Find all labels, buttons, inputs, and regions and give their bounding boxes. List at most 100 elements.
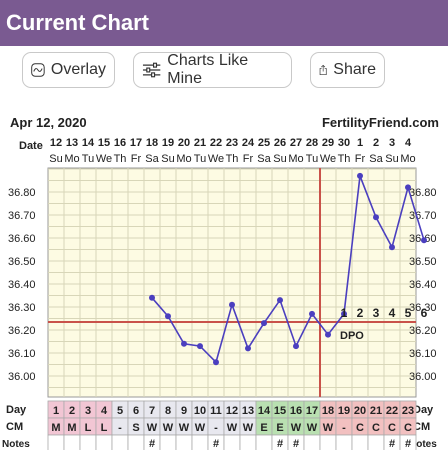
note-marker: # (213, 438, 219, 450)
weekday-label: Sa (369, 153, 383, 165)
weekday-label: Fr (131, 153, 142, 165)
y-tick-right: 36.00 (409, 371, 437, 383)
date-label: 14 (82, 137, 95, 149)
cm-value: W (147, 422, 158, 434)
overlay-label: Overlay (50, 61, 106, 78)
day-number: 8 (165, 405, 171, 417)
cm-value: W (179, 422, 190, 434)
date-label: 16 (114, 137, 126, 149)
weekday-label: Su (161, 153, 174, 165)
temperature-point (229, 301, 235, 308)
day-number: 19 (338, 405, 350, 417)
note-marker: # (389, 438, 395, 450)
day-number: 17 (306, 405, 318, 417)
date-label: 4 (405, 137, 412, 149)
date-label: 2 (373, 137, 379, 149)
y-tick-left: 36.70 (8, 210, 36, 222)
fertility-chart: Apr 12, 2020 FertilityFriend.com Date 12 Su 1… (0, 108, 448, 453)
notes-cell (159, 434, 177, 453)
cm-value: W (307, 422, 318, 434)
day-number: 12 (226, 405, 238, 417)
notes-cell (47, 434, 65, 453)
date-label: 24 (242, 137, 255, 149)
cm-value: S (132, 422, 139, 434)
cm-value: E (260, 422, 267, 434)
cm-value: C (372, 422, 380, 434)
app-header: Current Chart (0, 0, 448, 46)
dpo-number: 3 (373, 306, 380, 320)
notes-cell (175, 434, 193, 453)
overlay-button[interactable]: Overlay (22, 52, 115, 88)
cm-value: W (291, 422, 302, 434)
day-number: 3 (85, 405, 91, 417)
notes-cell (63, 434, 81, 453)
day-number: 15 (274, 405, 286, 417)
temperature-point (293, 343, 299, 350)
date-label: 3 (389, 137, 395, 149)
dpo-number: 1 (341, 306, 348, 320)
weekday-label: Th (114, 153, 127, 165)
share-button[interactable]: Share (310, 52, 385, 88)
dpo-number: 6 (421, 306, 428, 320)
site-name: FertilityFriend.com (322, 115, 439, 130)
y-tick-right: 36.80 (409, 187, 437, 199)
day-number: 21 (370, 405, 382, 417)
day-number: 23 (402, 405, 414, 417)
day-number: 18 (322, 405, 334, 417)
weekday-label: Mo (64, 153, 79, 165)
notes-cell (367, 434, 385, 453)
notes-cell (127, 434, 145, 453)
date-label: 1 (357, 137, 363, 149)
cm-value: L (85, 422, 92, 434)
y-tick-left: 36.20 (8, 325, 36, 337)
temperature-point (357, 172, 363, 179)
cm-value: W (195, 422, 206, 434)
dpo-number: 2 (357, 306, 364, 320)
date-label: 20 (178, 137, 190, 149)
weekday-label: We (96, 153, 112, 165)
day-number: 14 (258, 405, 271, 417)
temperature-point (165, 313, 171, 320)
weekday-label: We (208, 153, 224, 165)
weekday-label: Su (273, 153, 286, 165)
temperature-point (197, 343, 203, 350)
sliders-icon (142, 62, 161, 78)
weekday-label: Mo (400, 153, 415, 165)
note-marker: # (293, 438, 299, 450)
dpo-number: 4 (389, 306, 396, 320)
temperature-point (277, 297, 283, 304)
y-tick-left: 36.10 (8, 348, 36, 360)
cm-value: W (163, 422, 174, 434)
y-tick-right: 36.70 (409, 210, 437, 222)
cm-value: - (118, 422, 122, 434)
date-label: 21 (194, 137, 206, 149)
cm-value: - (342, 422, 346, 434)
temperature-point (325, 331, 331, 338)
y-tick-left: 36.80 (8, 187, 36, 199)
cm-value: C (404, 422, 412, 434)
dpo-number: 5 (405, 306, 412, 320)
weekday-label: Mo (288, 153, 303, 165)
charts-like-mine-button[interactable]: Charts Like Mine (133, 52, 292, 88)
weekday-label: Th (226, 153, 239, 165)
y-tick-right: 36.30 (409, 302, 437, 314)
weekday-label: Mo (176, 153, 191, 165)
chart-date: Apr 12, 2020 (10, 115, 87, 130)
date-label: 17 (130, 137, 142, 149)
date-label: 28 (306, 137, 318, 149)
y-tick-left: 36.30 (8, 302, 36, 314)
date-label: 18 (146, 137, 158, 149)
weekday-label: Su (385, 153, 398, 165)
notes-cell (335, 434, 353, 453)
y-tick-left: 36.40 (8, 279, 36, 291)
date-label: 22 (210, 137, 222, 149)
date-label: 30 (338, 137, 350, 149)
cm-value: - (214, 422, 218, 434)
notes-cell (111, 434, 129, 453)
y-tick-right: 36.50 (409, 256, 437, 268)
cm-value: W (243, 422, 254, 434)
temperature-point (421, 237, 427, 244)
weekday-label: Fr (243, 153, 254, 165)
page-title: Current Chart (6, 10, 150, 35)
day-number: 9 (181, 405, 187, 417)
